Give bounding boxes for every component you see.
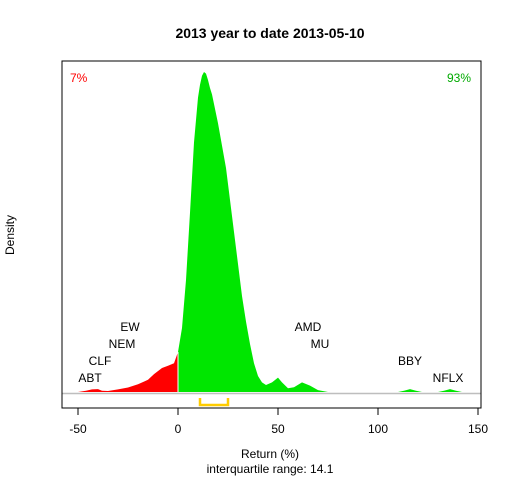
ticker-label-mu: MU [311, 337, 330, 351]
y-axis-label: Density [3, 215, 17, 255]
iqr-bracket [198, 398, 230, 407]
x-tick-label: 0 [175, 422, 182, 436]
ticker-label-amd: AMD [295, 320, 322, 334]
negative-density-area [78, 352, 178, 392]
positive-share-label: 93% [447, 71, 471, 85]
negative-share-label: 7% [70, 71, 88, 85]
chart-title: 2013 year to date 2013-05-10 [175, 25, 364, 41]
ticker-label-ew: EW [120, 320, 140, 334]
iqr-note: interquartile range: 14.1 [207, 462, 334, 476]
ticker-label-nem: NEM [109, 337, 136, 351]
density-layer [62, 72, 481, 407]
x-tick-label: -50 [69, 422, 87, 436]
x-axis-label: Return (%) [241, 447, 299, 461]
plot-area: ABT CLF NEM EW AMD MU BBY NFLX [62, 72, 481, 407]
positive-density-area [178, 72, 478, 392]
x-axis: -50 0 50 100 150 [69, 407, 488, 436]
x-tick-label: 100 [368, 422, 388, 436]
ticker-label-nflx: NFLX [433, 371, 464, 385]
x-tick-label: 150 [468, 422, 488, 436]
ticker-label-clf: CLF [89, 354, 112, 368]
ticker-labels: ABT CLF NEM EW AMD MU BBY NFLX [78, 320, 463, 385]
ticker-label-abt: ABT [78, 371, 102, 385]
ticker-label-bby: BBY [398, 354, 422, 368]
x-tick-label: 50 [271, 422, 285, 436]
